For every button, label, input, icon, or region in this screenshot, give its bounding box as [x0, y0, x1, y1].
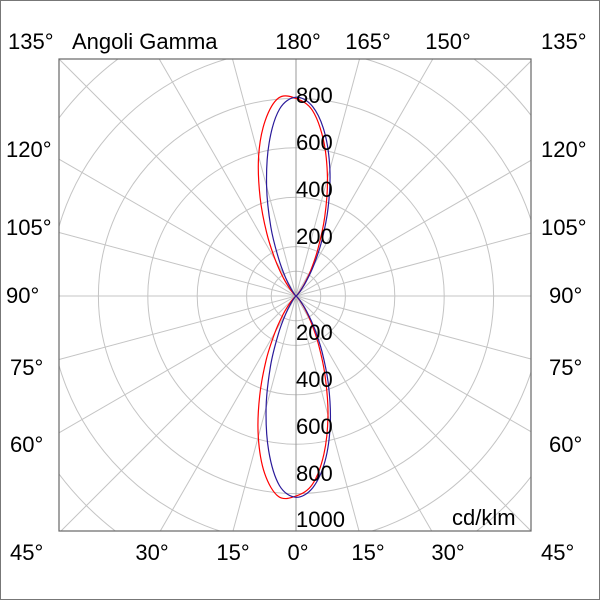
radial-label-down-400: 400 — [296, 367, 333, 392]
angle-label-top-right: 135° — [541, 29, 587, 54]
angle-label-top-left: 135° — [8, 29, 54, 54]
radial-label-up-200: 200 — [296, 224, 333, 249]
angle-label-bottom-45-left: 45° — [10, 540, 44, 565]
angle-label-left-60: 60° — [10, 432, 44, 457]
angle-label-180: 180° — [275, 29, 321, 54]
series-1-lower-curve — [265, 295, 332, 498]
radial-label-down-1000: 1000 — [296, 507, 345, 532]
angle-label-right-60: 60° — [549, 432, 583, 457]
angle-label-bottom-45-right: 45° — [541, 540, 575, 565]
radial-label-down-200: 200 — [296, 320, 333, 345]
angle-label-left-120: 120° — [6, 137, 52, 162]
angle-label-165: 165° — [345, 29, 391, 54]
radial-label-down-800: 800 — [296, 461, 333, 486]
angle-label-150: 150° — [425, 29, 471, 54]
angle-label-left-75: 75° — [10, 355, 44, 380]
radial-label-up-800: 800 — [296, 83, 333, 108]
angle-label-right-105: 105° — [541, 215, 587, 240]
angle-label-right-75: 75° — [549, 355, 583, 380]
angle-label-bottom-15-right: 15° — [351, 540, 385, 565]
unit-label: cd/klm — [452, 505, 516, 530]
series-1-upper-curve — [265, 96, 331, 297]
angle-label-bottom-30-left: 30° — [135, 540, 169, 565]
angle-label-left-90: 90° — [6, 283, 40, 308]
radial-label-down-600: 600 — [296, 414, 333, 439]
radial-label-up-400: 400 — [296, 177, 333, 202]
angle-label-bottom-0: 0° — [287, 540, 309, 565]
angle-label-bottom-30-right: 30° — [431, 540, 465, 565]
angle-label-left-105: 105° — [6, 215, 52, 240]
chart-title: Angoli Gamma — [72, 29, 218, 54]
plot-frame — [58, 58, 532, 532]
radial-label-up-600: 600 — [296, 130, 333, 155]
angle-label-right-90: 90° — [549, 283, 583, 308]
angle-label-right-120: 120° — [541, 137, 587, 162]
angle-label-bottom-15-left: 15° — [216, 540, 250, 565]
